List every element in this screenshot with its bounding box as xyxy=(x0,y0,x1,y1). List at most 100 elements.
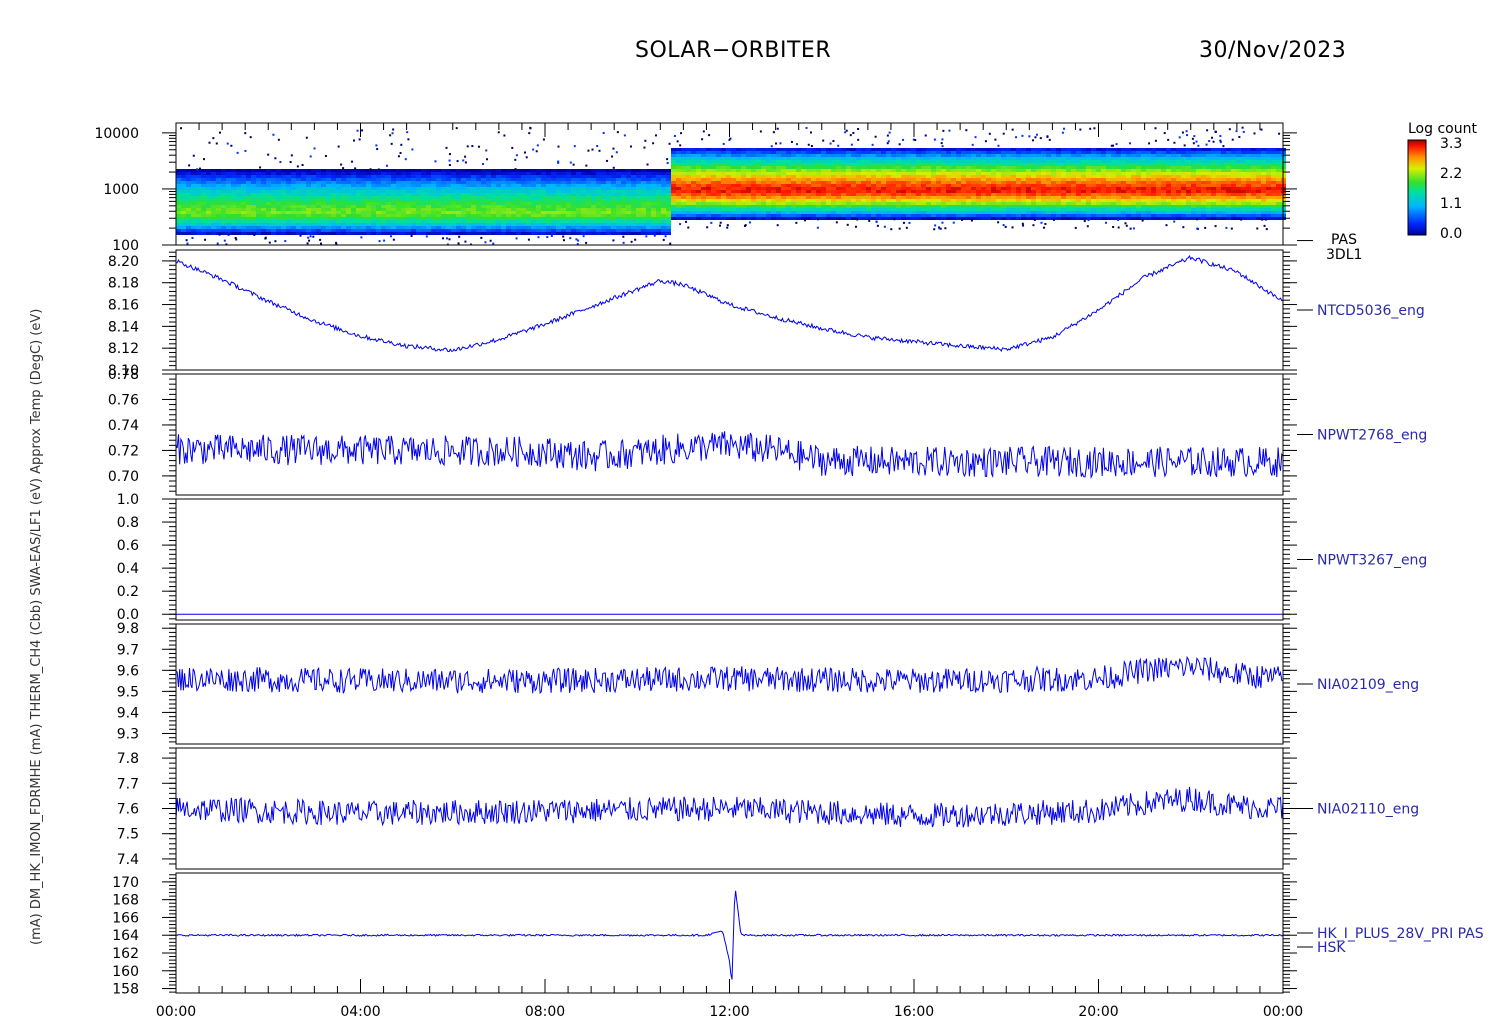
spectrogram-cell xyxy=(836,178,841,181)
spectrogram-cell xyxy=(236,232,241,235)
spectrogram-cell xyxy=(236,193,241,196)
spectrogram-cell xyxy=(201,232,206,235)
spectrogram-cell xyxy=(696,181,701,184)
spectrogram-cell xyxy=(931,217,936,220)
spectrogram-cell xyxy=(1096,214,1101,217)
spectrogram-cell xyxy=(346,184,351,187)
spectrogram-cell xyxy=(581,184,586,187)
spectrogram-cell xyxy=(996,187,1001,190)
spectrogram-cell xyxy=(1191,211,1196,214)
spectrogram-cell xyxy=(1111,148,1116,151)
spectrogram-cell xyxy=(396,214,401,217)
spectrogram-cell xyxy=(366,175,371,178)
spectrogram-cell xyxy=(686,178,691,181)
spectrogram-cell xyxy=(731,157,736,160)
spectrogram-cell xyxy=(931,184,936,187)
spectrogram-cell xyxy=(771,181,776,184)
spectrogram-cell xyxy=(1181,151,1186,154)
spectrogram-cell xyxy=(1176,172,1181,175)
spectrogram-cell xyxy=(931,148,936,151)
spectrogram-cell xyxy=(966,163,971,166)
spectrogram-cell xyxy=(976,154,981,157)
spectrogram-cell xyxy=(441,223,446,226)
spectrogram-cell xyxy=(686,214,691,217)
spectrogram-cell xyxy=(1116,217,1121,220)
spectrogram-cell xyxy=(761,175,766,178)
spectrogram-cell xyxy=(506,172,511,175)
spectrogram-cell xyxy=(766,154,771,157)
spectrogram-cell xyxy=(216,184,221,187)
spectrogram-cell xyxy=(386,226,391,229)
spectrogram-cell xyxy=(176,214,181,217)
spectrogram-cell xyxy=(466,187,471,190)
spectrogram-cell xyxy=(1111,169,1116,172)
spectrogram-cell xyxy=(701,184,706,187)
spectrogram-cell xyxy=(956,151,961,154)
spectrogram-cell xyxy=(1106,166,1111,169)
spectrogram-cell xyxy=(786,199,791,202)
spectrogram-cell xyxy=(1206,169,1211,172)
spectrogram-cell xyxy=(1086,193,1091,196)
spectrogram-cell xyxy=(1091,217,1096,220)
spectrogram-cell xyxy=(1031,196,1036,199)
spectrogram-cell xyxy=(431,232,436,235)
spectrogram-cell xyxy=(896,178,901,181)
spectrogram-cell xyxy=(1241,217,1246,220)
spectrogram-cell xyxy=(576,211,581,214)
spectrogram-cell xyxy=(176,220,181,223)
spectrogram-cell xyxy=(941,148,946,151)
spectrogram-cell xyxy=(181,232,186,235)
spectrogram-cell xyxy=(876,163,881,166)
spectrogram-cell xyxy=(906,178,911,181)
spectrogram-cell xyxy=(656,184,661,187)
spectrogram-cell xyxy=(411,220,416,223)
spectrogram-cell xyxy=(221,202,226,205)
spectrogram-cell xyxy=(826,208,831,211)
spectrogram-cell xyxy=(731,205,736,208)
spectrogram-cell xyxy=(771,214,776,217)
spectrogram-cell xyxy=(1061,151,1066,154)
spectrogram-cell xyxy=(471,226,476,229)
spectrogram-cell xyxy=(1131,169,1136,172)
spectrogram-cell xyxy=(246,214,251,217)
spectrogram-cell xyxy=(901,217,906,220)
spectrogram-cell xyxy=(631,220,636,223)
spectrogram-cell xyxy=(986,205,991,208)
spectrogram-cell xyxy=(751,205,756,208)
spectrogram-cell xyxy=(1051,193,1056,196)
spectrogram-cell xyxy=(891,154,896,157)
spectrogram-cell xyxy=(1196,199,1201,202)
spectrogram-cell xyxy=(251,211,256,214)
spectrogram-cell xyxy=(1051,196,1056,199)
spectrogram-cell xyxy=(931,154,936,157)
spectrogram-cell xyxy=(396,196,401,199)
spectrogram-cell xyxy=(1171,190,1176,193)
spectrogram-cell xyxy=(716,190,721,193)
spectrogram-cell xyxy=(286,205,291,208)
spectrogram-cell xyxy=(461,169,466,172)
spectrogram-cell xyxy=(406,196,411,199)
spectrogram-cell xyxy=(806,169,811,172)
spectrogram-cell xyxy=(1111,190,1116,193)
spectrogram-cell xyxy=(1096,160,1101,163)
spectrogram-cell xyxy=(626,229,631,232)
spectrogram-cell xyxy=(466,223,471,226)
spectrogram-cell xyxy=(326,199,331,202)
spectrogram-cell xyxy=(736,211,741,214)
spectrogram-cell xyxy=(846,172,851,175)
spectrogram-cell xyxy=(396,229,401,232)
spectrogram-cell xyxy=(766,169,771,172)
spectrogram-cell xyxy=(1146,193,1151,196)
spectrogram-cell xyxy=(266,226,271,229)
spectrogram-cell xyxy=(886,205,891,208)
spectrogram-cell xyxy=(216,187,221,190)
spectrogram-cell xyxy=(1226,202,1231,205)
spectrogram-cell xyxy=(546,211,551,214)
spectrogram-cell xyxy=(226,199,231,202)
spectrogram-cell xyxy=(761,172,766,175)
spectrogram-cell xyxy=(451,178,456,181)
spectrogram-cell xyxy=(1101,175,1106,178)
spectrogram-cell xyxy=(576,193,581,196)
spectrogram-cell xyxy=(366,220,371,223)
spectrogram-cell xyxy=(1111,211,1116,214)
